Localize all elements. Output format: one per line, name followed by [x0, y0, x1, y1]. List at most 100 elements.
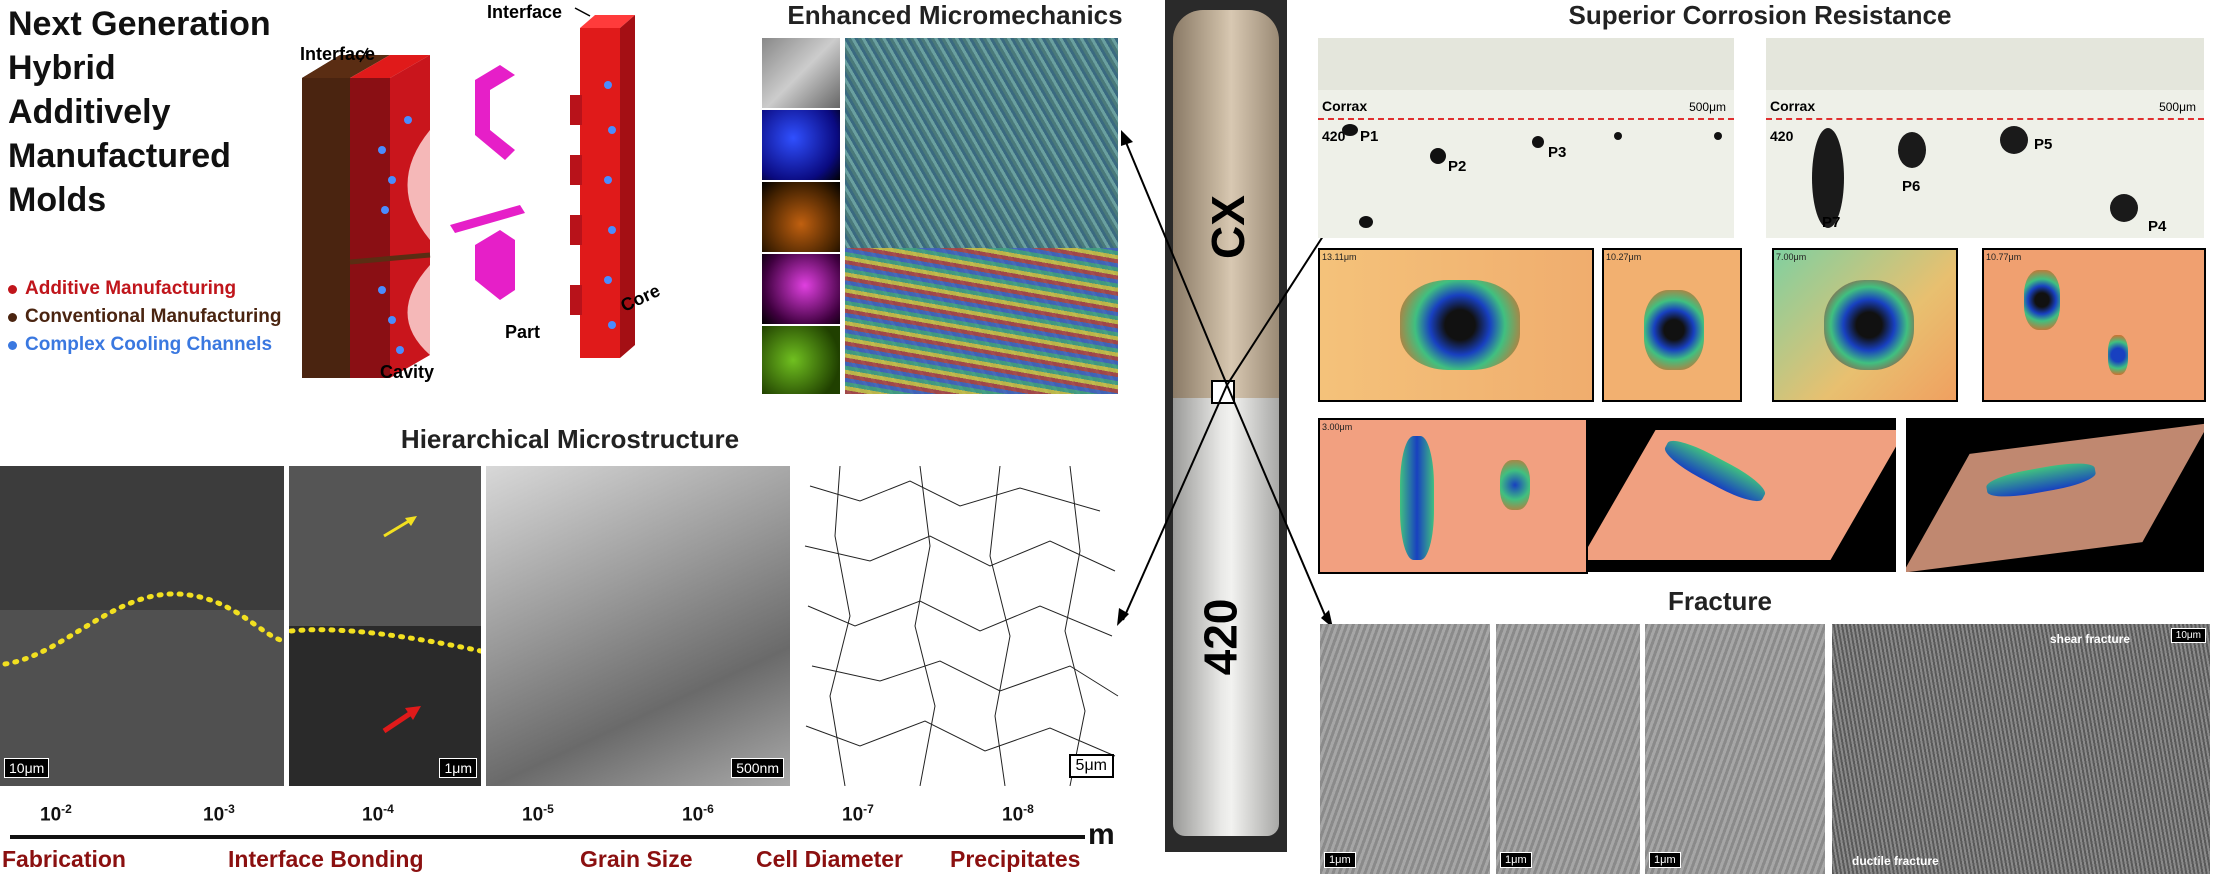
mold-illustration: [302, 7, 635, 378]
axis-tick: 10-3: [203, 802, 235, 826]
heading-line: Molds: [8, 181, 107, 219]
pit-shape: [1400, 436, 1434, 560]
fracture-sem: 1μm: [1320, 624, 1490, 874]
axis-category: Cell Diameter: [756, 846, 904, 872]
axis-tick: 10-4: [362, 802, 394, 826]
yellow-interface-line: [2, 591, 284, 667]
topo-map-3d: [1588, 418, 1896, 572]
micromechanics-title: Enhanced Micromechanics: [787, 0, 1123, 30]
sem-interface: 1μm: [289, 466, 481, 786]
cavity-label: Cavity: [380, 362, 435, 382]
pit-label: P1: [1360, 128, 1379, 145]
sem-fabrication: 10μm: [0, 466, 284, 786]
ductile-fracture-label: ductile fracture: [1852, 854, 1939, 868]
scale-bar: 1μm: [1324, 852, 1356, 868]
axis-tick: 10-2: [40, 802, 72, 826]
topo-map: 7.00μm: [1772, 248, 1958, 402]
axis-category: Interface Bonding: [228, 846, 424, 872]
tick-base: 10: [362, 804, 384, 826]
pit-shape: [2108, 335, 2128, 375]
legend-conventional: Conventional Manufacturing: [8, 303, 282, 331]
cooling-dot-icon: [8, 340, 17, 350]
scale-bar: 10μm: [2170, 628, 2206, 643]
main-heading: Next Generation Hybrid Additively Manufa…: [8, 2, 271, 222]
fracture-overview: shear fracture ductile fracture 10μm: [1832, 624, 2210, 874]
eds-map-green: [762, 326, 840, 394]
corrosion-title: Superior Corrosion Resistance: [1568, 0, 1952, 30]
topo-map: 13.11μm: [1318, 248, 1594, 402]
pit-label: P7: [1822, 214, 1841, 231]
pit-shape: [1644, 290, 1704, 370]
legend-additive: Additive Manufacturing: [8, 275, 282, 303]
topo-map: 10.27μm: [1602, 248, 1742, 402]
additive-dot-icon: [8, 284, 17, 294]
fracture-sem: 1μm: [1496, 624, 1640, 874]
scale-bar: 1μm: [1500, 852, 1532, 868]
axis-tick: 10-6: [682, 802, 714, 826]
base-label: 420: [1770, 128, 1794, 144]
tick-exp: -6: [703, 802, 714, 816]
base-label: 420: [1322, 128, 1346, 144]
pit-shape: [1500, 460, 1530, 510]
tick-base: 10: [842, 804, 864, 826]
cell-boundary-map: 5μm: [800, 466, 1120, 786]
topo-map-3d: 3.00μm: [1318, 418, 1588, 574]
tem-grain: 500nm: [486, 466, 790, 786]
scale-bar: 1μm: [439, 758, 477, 778]
tick-exp: -2: [61, 802, 72, 816]
corrax-label: Corrax: [1770, 98, 1816, 114]
cell-network: [804, 466, 1119, 786]
topo-map-3d: [1906, 418, 2204, 572]
eds-map-orange: [762, 182, 840, 252]
corrax-boundary: [1766, 118, 2204, 120]
pits: [1812, 126, 2138, 228]
heading-line: Manufactured: [8, 137, 231, 175]
eds-map-gray: [762, 38, 840, 108]
corrax-label: Corrax: [1322, 98, 1368, 114]
scale-label: 7.00μm: [1776, 252, 1807, 262]
interface-markers: [289, 516, 481, 734]
tick-exp: -7: [863, 802, 874, 816]
scale-label: 13.11μm: [1322, 252, 1357, 262]
eds-strip: [762, 38, 840, 394]
eds-map-blue: [762, 110, 840, 180]
corrosion-optical-right: Corrax 420 500μm P5 P6 P7 P4: [1766, 38, 2204, 238]
axis-category: Fabrication: [2, 846, 126, 872]
pit-label: P2: [1448, 158, 1467, 175]
legend-label: Additive Manufacturing: [25, 278, 237, 299]
scale-axis-line: [10, 835, 1085, 839]
heading-line: Hybrid: [8, 49, 116, 87]
pit-label: P3: [1548, 144, 1567, 161]
pit-shape: [1824, 280, 1914, 370]
rod-background: [1165, 0, 1287, 852]
pit-label: P6: [1902, 178, 1921, 195]
3d-surface: [1906, 423, 2204, 572]
axis-tick: 10-7: [842, 802, 874, 826]
hierarchical-title: Hierarchical Microstructure: [400, 424, 740, 454]
legend: Additive Manufacturing Conventional Manu…: [8, 275, 282, 359]
pit-shape: [2024, 270, 2060, 330]
ebsd-lower-region: [845, 248, 1118, 394]
tick-base: 10: [522, 804, 544, 826]
axis-category: Grain Size: [580, 846, 693, 872]
pit-label: P5: [2034, 136, 2053, 153]
axis-tick: 10-5: [522, 802, 554, 826]
interface-label-left: Interface: [300, 44, 376, 64]
scale-bar: 500nm: [731, 758, 784, 778]
connector-arrows: [1117, 130, 1333, 628]
part-label: Part: [505, 322, 541, 342]
rod-420-section: [1173, 398, 1279, 836]
scale-label: 3.00μm: [1322, 422, 1353, 432]
tick-exp: -8: [1023, 802, 1034, 816]
pits: [1342, 124, 1722, 228]
ebsd-map: [845, 38, 1118, 394]
fracture-title: Fracture: [1667, 586, 1773, 616]
tick-exp: -3: [224, 802, 235, 816]
corrax-boundary: [1318, 118, 1734, 120]
tick-base: 10: [203, 804, 225, 826]
conventional-dot-icon: [8, 312, 17, 322]
pit-shape: [1400, 280, 1520, 370]
tick-base: 10: [682, 804, 704, 826]
scale-label: 500μm: [2159, 100, 2196, 114]
tick-exp: -4: [383, 802, 394, 816]
